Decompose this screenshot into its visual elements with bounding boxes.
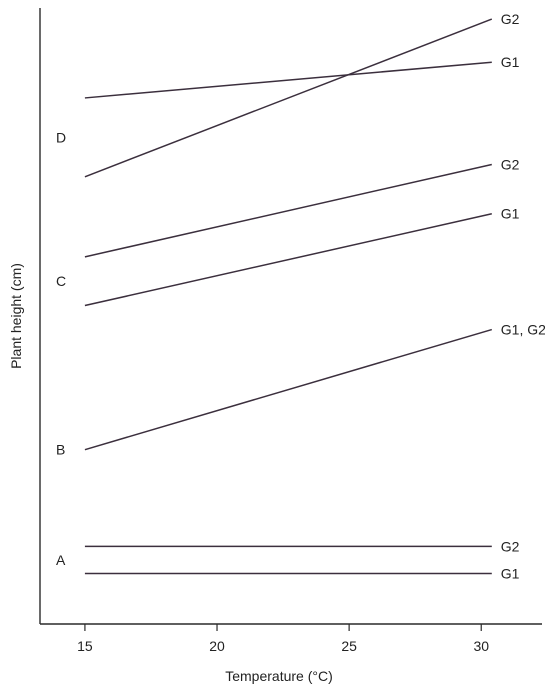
group-label-a: A [56,552,66,568]
line-b-g1-g2 [84,328,493,451]
x-axis-title: Temperature (°C) [225,668,333,684]
group-label-b: B [56,442,65,458]
x-ticks: 15 20 25 30 [77,624,489,654]
line-c-g2 [84,163,492,258]
y-axis-title: Plant height (cm) [8,263,24,369]
axes [39,8,542,625]
series-label-a-g1: G1 [501,565,520,581]
x-tick-label-15: 15 [77,638,93,654]
x-tick-label-25: 25 [341,638,357,654]
series-label-d-g2: G2 [501,11,520,27]
line-d-g1 [84,61,492,99]
group-labels: A B C D [56,129,66,568]
group-label-d: D [56,129,66,145]
series-labels: G2 G1 G1, G2 G2 G1 G2 G1 [501,11,545,581]
series-label-d-g1: G1 [501,54,520,70]
x-tick-label-20: 20 [209,638,225,654]
series-label-c-g2: G2 [501,156,520,172]
line-c-g1 [84,213,492,307]
series-lines [84,18,493,575]
series-label-c-g1: G1 [501,206,520,222]
group-label-c: C [56,273,66,289]
series-label-a-g2: G2 [501,538,520,554]
x-tick-label-30: 30 [473,638,489,654]
line-d-g2 [84,18,493,178]
series-label-b-g1-g2: G1, G2 [501,322,545,338]
